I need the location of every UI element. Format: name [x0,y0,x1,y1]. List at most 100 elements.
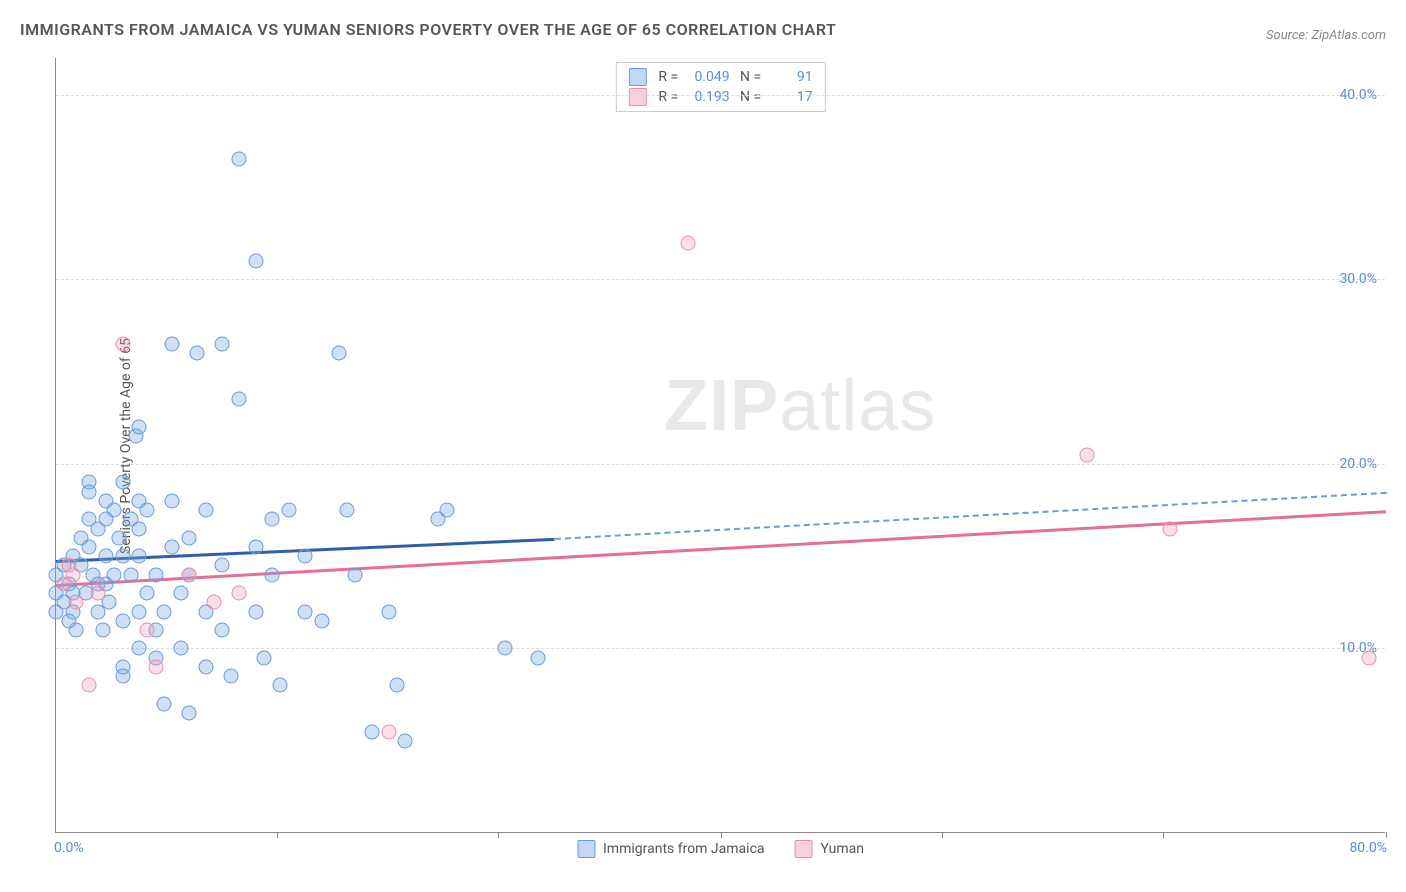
scatter-point [157,604,172,619]
y-tick-label: 40.0% [1339,87,1377,103]
scatter-point [182,706,197,721]
x-tick [942,832,943,838]
legend-swatch-icon [628,88,646,106]
x-tick [721,832,722,838]
scatter-point [265,567,280,582]
scatter-point [248,539,263,554]
legend-label: Immigrants from Jamaica [603,841,765,857]
scatter-point [82,484,97,499]
scatter-point [173,586,188,601]
scatter-point [223,669,238,684]
plot-area: ZIPatlas R = 0.049 N = 91 R = 0.193 N = 1… [55,58,1385,833]
scatter-point [157,696,172,711]
scatter-point [140,623,155,638]
scatter-point [112,530,127,545]
scatter-point [281,503,296,518]
legend-label: Yuman [821,841,864,857]
source-attribution: Source: ZipAtlas.com [1266,28,1386,43]
x-tick [277,832,278,838]
scatter-point [123,567,138,582]
scatter-point [198,503,213,518]
scatter-point [1079,447,1094,462]
scatter-point [497,641,512,656]
scatter-point [95,623,110,638]
scatter-point [182,530,197,545]
scatter-point [273,678,288,693]
scatter-point [364,724,379,739]
scatter-point [256,650,271,665]
scatter-point [248,253,263,268]
scatter-point [389,678,404,693]
legend-stats: R = 0.049 N = 91 [658,69,812,85]
scatter-point [1362,650,1377,665]
scatter-point [215,558,230,573]
scatter-point [68,595,83,610]
scatter-point [107,567,122,582]
scatter-point [231,392,246,407]
scatter-point [102,595,117,610]
scatter-point [115,337,130,352]
scatter-point [115,669,130,684]
x-tick-label: 0.0% [54,840,84,856]
scatter-point [348,567,363,582]
scatter-point [132,641,147,656]
scatter-point [165,337,180,352]
scatter-point [248,604,263,619]
scatter-point [140,586,155,601]
source-link[interactable]: ZipAtlas.com [1311,28,1386,43]
scatter-point [190,346,205,361]
scatter-point [165,539,180,554]
scatter-point [182,567,197,582]
y-tick-label: 20.0% [1339,456,1377,472]
x-tick [1386,832,1387,838]
scatter-point [132,604,147,619]
scatter-point [398,733,413,748]
scatter-point [231,586,246,601]
legend-bottom-item: Yuman [795,840,864,858]
scatter-point [381,604,396,619]
scatter-point [531,650,546,665]
watermark: ZIPatlas [664,365,936,447]
legend-stats: R = 0.193 N = 17 [658,89,812,105]
scatter-point [206,595,221,610]
scatter-point [1162,521,1177,536]
scatter-point [65,567,80,582]
scatter-point [115,475,130,490]
legend-swatch-icon [577,840,595,858]
scatter-point [215,623,230,638]
scatter-point [165,493,180,508]
scatter-point [298,549,313,564]
scatter-point [215,337,230,352]
scatter-point [68,623,83,638]
scatter-point [680,235,695,250]
scatter-point [173,641,188,656]
legend-swatch-icon [795,840,813,858]
scatter-point [90,586,105,601]
scatter-point [381,724,396,739]
x-tick [1163,832,1164,838]
watermark-atlas: atlas [779,366,936,446]
scatter-point [148,659,163,674]
scatter-point [298,604,313,619]
series-legend: Immigrants from Jamaica Yuman [577,840,864,858]
scatter-point [331,346,346,361]
legend-bottom-item: Immigrants from Jamaica [577,840,765,858]
scatter-point [265,512,280,527]
x-tick-label: 80.0% [1349,840,1387,856]
scatter-point [132,420,147,435]
scatter-point [439,503,454,518]
legend-swatch-icon [628,68,646,86]
scatter-point [132,521,147,536]
scatter-point [98,549,113,564]
scatter-point [198,659,213,674]
x-tick [498,832,499,838]
scatter-point [231,152,246,167]
chart-title: IMMIGRANTS FROM JAMAICA VS YUMAN SENIORS… [20,20,836,39]
scatter-point [315,613,330,628]
scatter-point [148,567,163,582]
scatter-point [82,539,97,554]
y-tick-label: 30.0% [1339,271,1377,287]
scatter-point [339,503,354,518]
scatter-point [107,503,122,518]
scatter-point [132,549,147,564]
